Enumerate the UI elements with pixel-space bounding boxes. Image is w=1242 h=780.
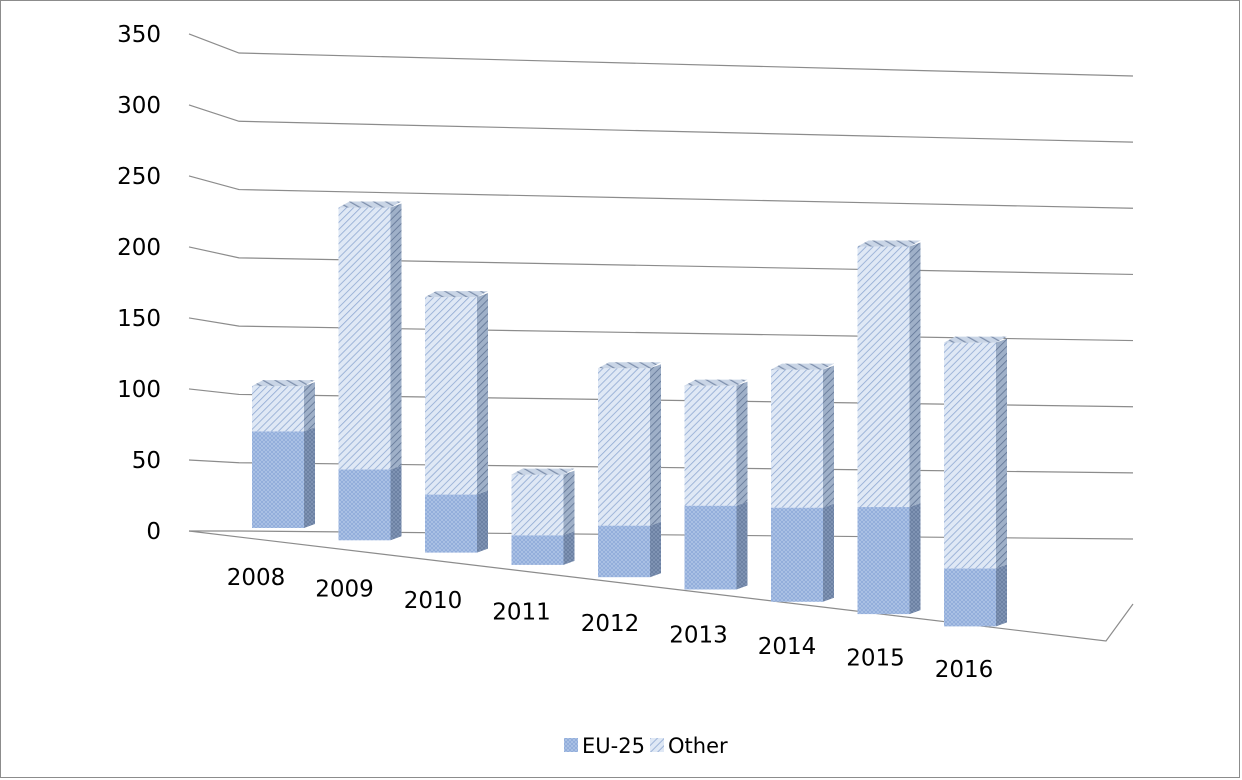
bar-top-cap: [425, 291, 488, 298]
bars: [252, 201, 1007, 627]
bar-other-2015: [857, 242, 921, 508]
bar-stack-2009: [338, 201, 402, 541]
bar-top-cap: [511, 468, 575, 475]
gridline: [188, 175, 1134, 209]
y-tick-label: 100: [117, 377, 161, 403]
x-tick-label: 2008: [227, 565, 286, 591]
bar-stack-2015: [857, 240, 921, 615]
x-tick-label: 2012: [581, 611, 640, 637]
bar-eu-25-2008: [252, 427, 315, 528]
y-tick-label: 150: [117, 306, 161, 332]
x-tick-label: 2013: [669, 623, 728, 649]
bar-stack-2011: [511, 468, 575, 565]
bar-stack-2016: [944, 336, 1007, 627]
x-tick-label: 2016: [935, 657, 994, 683]
y-tick-label: 300: [117, 93, 161, 119]
legend-label: EU-25: [582, 734, 645, 758]
x-tick-label: 2014: [758, 634, 817, 660]
legend-item-eu-25: EU-25: [564, 734, 645, 758]
gridline: [188, 459, 1134, 474]
legend-swatch: [564, 738, 578, 752]
legend-item-other: Other: [650, 734, 728, 758]
bar-other-2009: [338, 203, 402, 470]
x-tick-label: 2009: [315, 577, 374, 603]
y-tick-label: 50: [132, 448, 161, 474]
bar-eu-25-2013: [684, 501, 748, 590]
bar-top-cap: [771, 363, 834, 370]
gridline: [188, 246, 1134, 276]
bar-top-cap: [857, 240, 921, 247]
bar-other-2010: [425, 293, 488, 495]
bar-stack-2008: [252, 380, 315, 528]
legend-label: Other: [668, 734, 728, 758]
bar-stack-2012: [598, 362, 661, 578]
chart-floor: [188, 530, 1134, 642]
bar-stack-2013: [684, 379, 748, 590]
bar-top-cap: [338, 201, 402, 208]
gridline: [188, 33, 1134, 77]
bar-stack-2014: [771, 363, 834, 602]
bar-other-2014: [771, 365, 834, 508]
gridlines: [188, 33, 1134, 540]
bar-other-2012: [598, 364, 661, 526]
x-tick-label: 2011: [492, 600, 551, 626]
bar-eu-25-2015: [857, 503, 921, 615]
bar-top-cap: [252, 380, 315, 387]
gridline: [188, 317, 1134, 342]
x-tick-label: 2015: [846, 646, 905, 672]
y-tick-label: 250: [117, 164, 161, 190]
y-tick-label: 0: [146, 519, 161, 545]
bar-eu-25-2010: [425, 490, 488, 553]
bar-other-2008: [252, 382, 315, 432]
bar-eu-25-2009: [338, 465, 402, 541]
x-axis-labels: 2008 2009 2010 2011 2012 2013 2014 2015 2016: [227, 565, 994, 683]
bar-top-cap: [598, 362, 661, 369]
y-tick-label: 350: [117, 22, 161, 48]
legend-swatch: [650, 738, 664, 752]
bar-eu-25-2012: [598, 521, 661, 578]
gridline: [188, 104, 1134, 143]
x-tick-label: 2010: [404, 588, 463, 614]
bar-eu-25-2011: [511, 531, 575, 565]
bar-stack-2010: [425, 291, 488, 553]
gridline: [189, 530, 1134, 540]
legend: EU-25 Other: [564, 734, 728, 758]
bar-top-cap: [944, 336, 1007, 343]
gridline: [188, 388, 1134, 408]
bar-other-2011: [511, 470, 575, 536]
bar-eu-25-2014: [771, 503, 834, 602]
bar-other-2016: [944, 338, 1007, 569]
bar-top-cap: [684, 379, 748, 386]
bar-other-2013: [684, 381, 748, 506]
bar-eu-25-2016: [944, 564, 1007, 627]
y-axis-ticks: 0 50 100 150 200 250 300 350: [117, 22, 161, 545]
y-tick-label: 200: [117, 235, 161, 261]
